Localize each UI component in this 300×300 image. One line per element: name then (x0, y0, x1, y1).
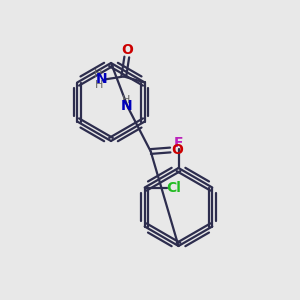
Text: N: N (121, 99, 132, 113)
Text: O: O (171, 143, 183, 157)
Text: H: H (122, 95, 130, 105)
Text: H: H (94, 69, 102, 79)
Text: Cl: Cl (167, 181, 181, 194)
Text: H: H (95, 80, 103, 90)
Text: O: O (121, 44, 133, 57)
Text: F: F (174, 136, 183, 150)
Text: N: N (96, 72, 108, 86)
